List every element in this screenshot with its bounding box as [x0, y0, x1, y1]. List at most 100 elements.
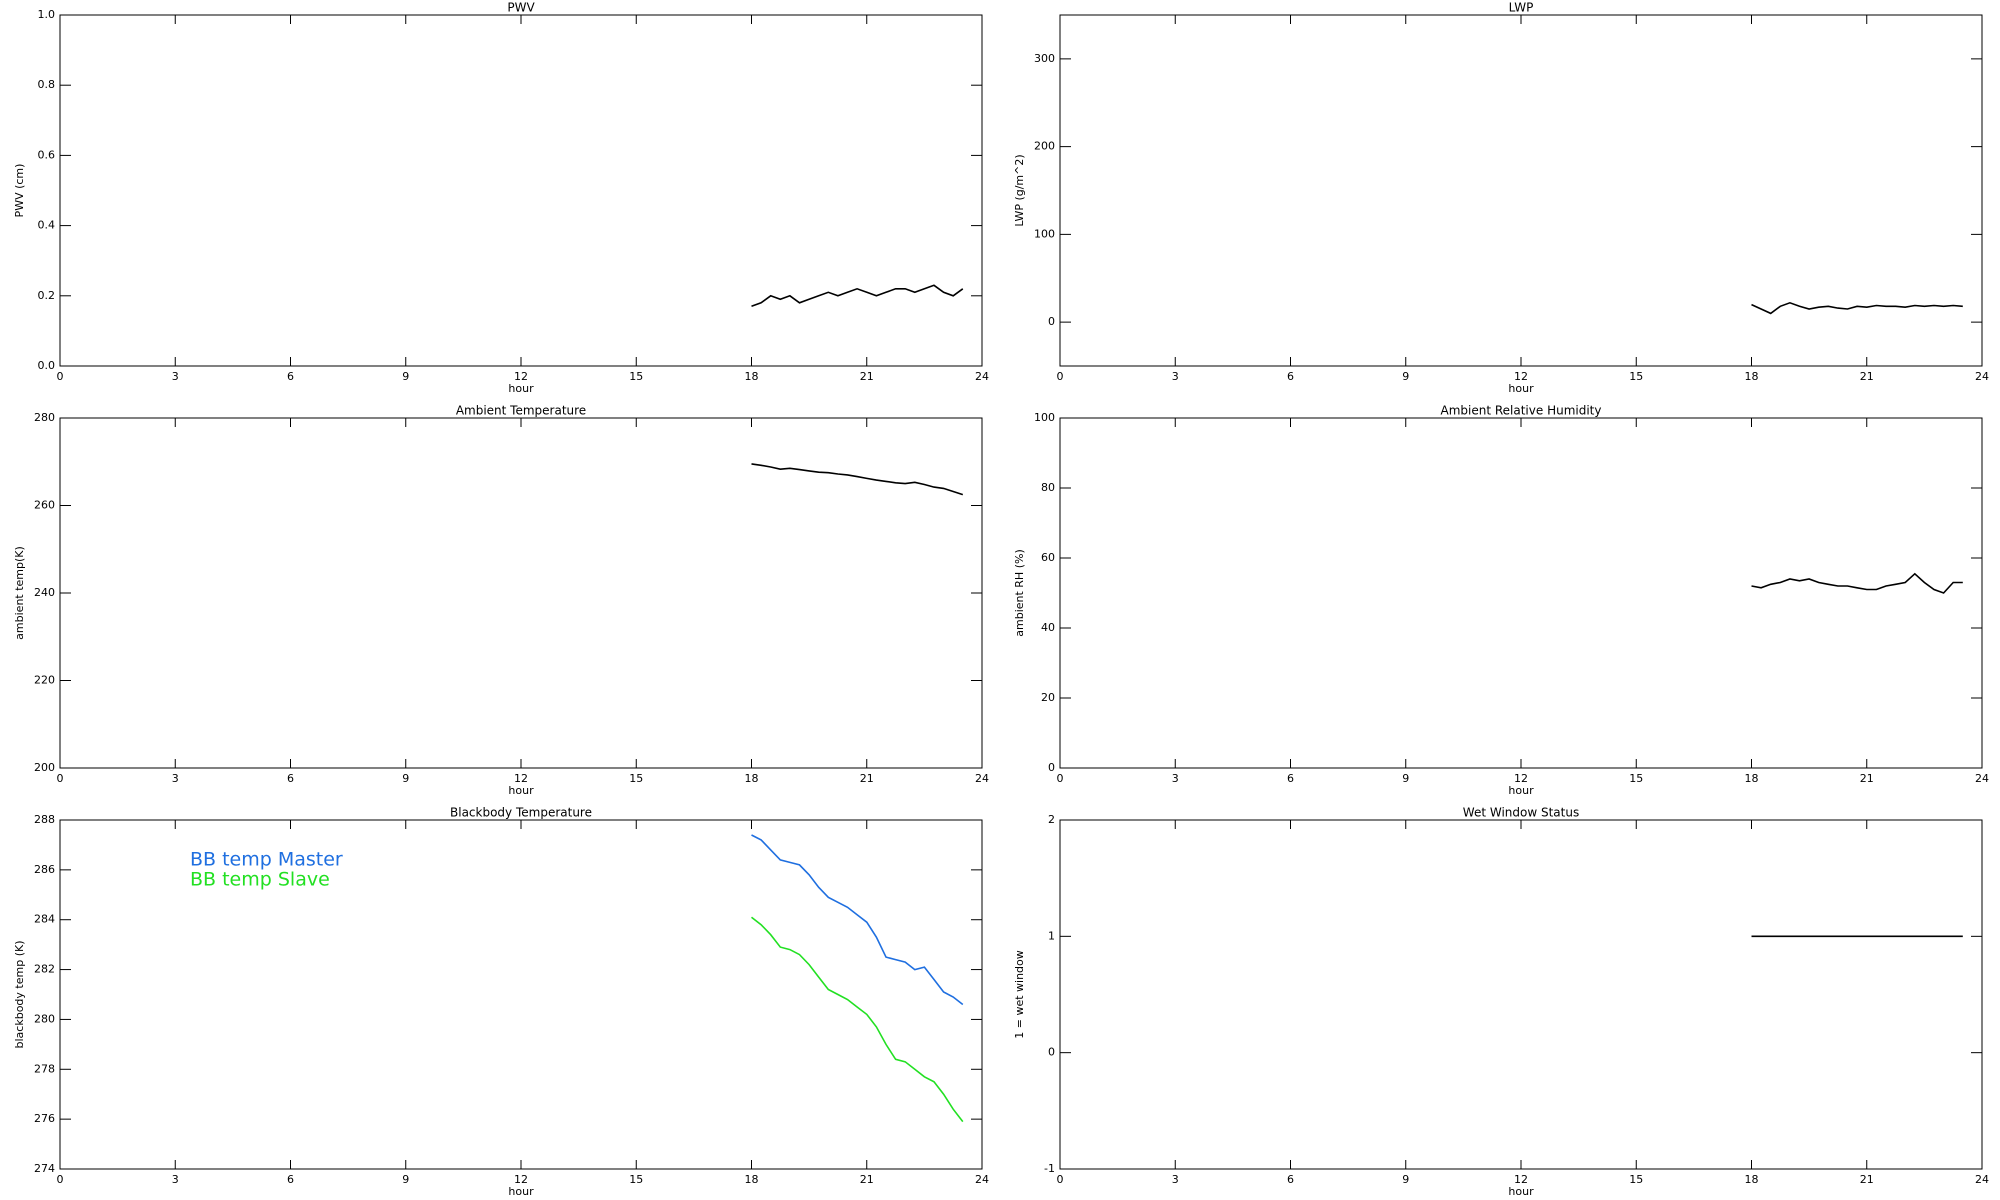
x-tick-label: 9 [402, 1173, 409, 1186]
y-tick-label: 300 [1034, 52, 1055, 65]
x-tick-label: 15 [629, 1173, 643, 1186]
x-tick-label: 9 [1402, 1173, 1409, 1186]
x-tick-label: 21 [1860, 1173, 1874, 1186]
y-tick-label: 276 [34, 1112, 55, 1125]
chart-title: PWV [507, 1, 535, 15]
y-tick-label: 278 [34, 1062, 55, 1075]
x-tick-label: 12 [514, 370, 528, 383]
x-tick-label: 21 [860, 370, 874, 383]
x-tick-label: 12 [514, 1173, 528, 1186]
x-tick-label: 15 [629, 370, 643, 383]
data-line [751, 284, 964, 308]
plot-frame [59, 417, 983, 769]
x-tick-label: 18 [1745, 1173, 1759, 1186]
x-tick-label: 24 [975, 1173, 989, 1186]
x-tick-label: 3 [172, 772, 179, 785]
x-tick-label: 24 [1975, 370, 1989, 383]
x-tick-label: 18 [745, 370, 759, 383]
x-tick-label: 24 [975, 772, 989, 785]
plot-frame [1059, 819, 1983, 1170]
x-tick-label: 21 [860, 1173, 874, 1186]
y-tick-label: 20 [1041, 691, 1055, 704]
y-tick-label: -1 [1044, 1162, 1055, 1175]
x-tick-label: 0 [1057, 370, 1064, 383]
x-tick-label: 12 [514, 772, 528, 785]
y-tick-label: 0.4 [38, 219, 56, 232]
x-tick-label: 18 [745, 1173, 759, 1186]
x-tick-label: 18 [1745, 370, 1759, 383]
x-tick-label: 15 [1629, 1173, 1643, 1186]
x-tick-label: 6 [1287, 1173, 1294, 1186]
y-tick-label: 260 [34, 499, 55, 512]
x-tick-label: 18 [1745, 772, 1759, 785]
y-tick-label: 280 [34, 1012, 55, 1025]
y-tick-label: 284 [34, 913, 55, 926]
data-line [751, 463, 964, 496]
x-tick-label: 15 [629, 772, 643, 785]
x-tick-label: 21 [860, 772, 874, 785]
x-axis-label: hour [1508, 784, 1534, 797]
x-tick-label: 9 [402, 370, 409, 383]
x-tick-label: 24 [975, 370, 989, 383]
y-tick-label: 0 [1048, 315, 1055, 328]
x-axis-label: hour [508, 382, 534, 395]
x-tick-label: 6 [1287, 370, 1294, 383]
x-tick-label: 21 [1860, 370, 1874, 383]
x-tick-label: 9 [1402, 772, 1409, 785]
y-tick-label: 0 [1048, 1046, 1055, 1059]
x-tick-label: 15 [1629, 370, 1643, 383]
y-tick-label: 0.2 [38, 289, 56, 302]
x-tick-label: 3 [1172, 772, 1179, 785]
y-tick-label: 286 [34, 863, 55, 876]
x-tick-label: 0 [1057, 1173, 1064, 1186]
x-tick-label: 9 [1402, 370, 1409, 383]
x-tick-label: 3 [172, 1173, 179, 1186]
data-line [1751, 572, 1963, 594]
y-tick-label: 200 [34, 761, 55, 774]
x-tick-label: 15 [1629, 772, 1643, 785]
y-axis-label: PWV (cm) [13, 164, 26, 218]
chart-title: Wet Window Status [1463, 806, 1579, 820]
x-tick-label: 12 [1514, 772, 1528, 785]
x-axis-label: hour [508, 784, 534, 797]
x-tick-label: 3 [1172, 1173, 1179, 1186]
plot-frame [1059, 417, 1983, 769]
legend-entry: BB temp Master [190, 849, 343, 871]
x-tick-label: 0 [1057, 772, 1064, 785]
y-tick-label: 40 [1041, 621, 1055, 634]
chart-title: Ambient Temperature [456, 404, 586, 418]
y-axis-label: ambient RH (%) [1013, 549, 1026, 637]
y-tick-label: 60 [1041, 551, 1055, 564]
x-axis-label: hour [508, 1185, 534, 1198]
y-tick-label: 0 [1048, 761, 1055, 774]
x-tick-label: 0 [57, 772, 64, 785]
x-tick-label: 6 [287, 1173, 294, 1186]
x-tick-label: 24 [1975, 1173, 1989, 1186]
x-tick-label: 18 [745, 772, 759, 785]
x-tick-label: 3 [172, 370, 179, 383]
chart-title: LWP [1509, 1, 1534, 15]
x-tick-label: 21 [1860, 772, 1874, 785]
y-tick-label: 240 [34, 586, 55, 599]
data-line [1751, 301, 1963, 315]
x-axis-label: hour [1508, 1185, 1534, 1198]
y-tick-label: 0.8 [38, 78, 56, 91]
y-axis-label: blackbody temp (K) [13, 941, 26, 1049]
y-axis-label: LWP (g/m^2) [1013, 154, 1026, 226]
x-tick-label: 0 [57, 1173, 64, 1186]
x-tick-label: 12 [1514, 1173, 1528, 1186]
y-tick-label: 0.6 [38, 148, 56, 161]
y-axis-label: ambient temp(K) [13, 546, 26, 640]
data-line [751, 916, 964, 1123]
y-tick-label: 280 [34, 411, 55, 424]
y-tick-label: 1 [1048, 929, 1055, 942]
y-tick-label: 220 [34, 674, 55, 687]
plot-frame [59, 14, 983, 367]
y-tick-label: 1.0 [38, 8, 56, 21]
y-tick-label: 274 [34, 1162, 55, 1175]
y-tick-label: 200 [1034, 140, 1055, 153]
x-tick-label: 9 [402, 772, 409, 785]
y-axis-label: 1 = wet window [1013, 950, 1026, 1039]
x-tick-label: 6 [287, 370, 294, 383]
